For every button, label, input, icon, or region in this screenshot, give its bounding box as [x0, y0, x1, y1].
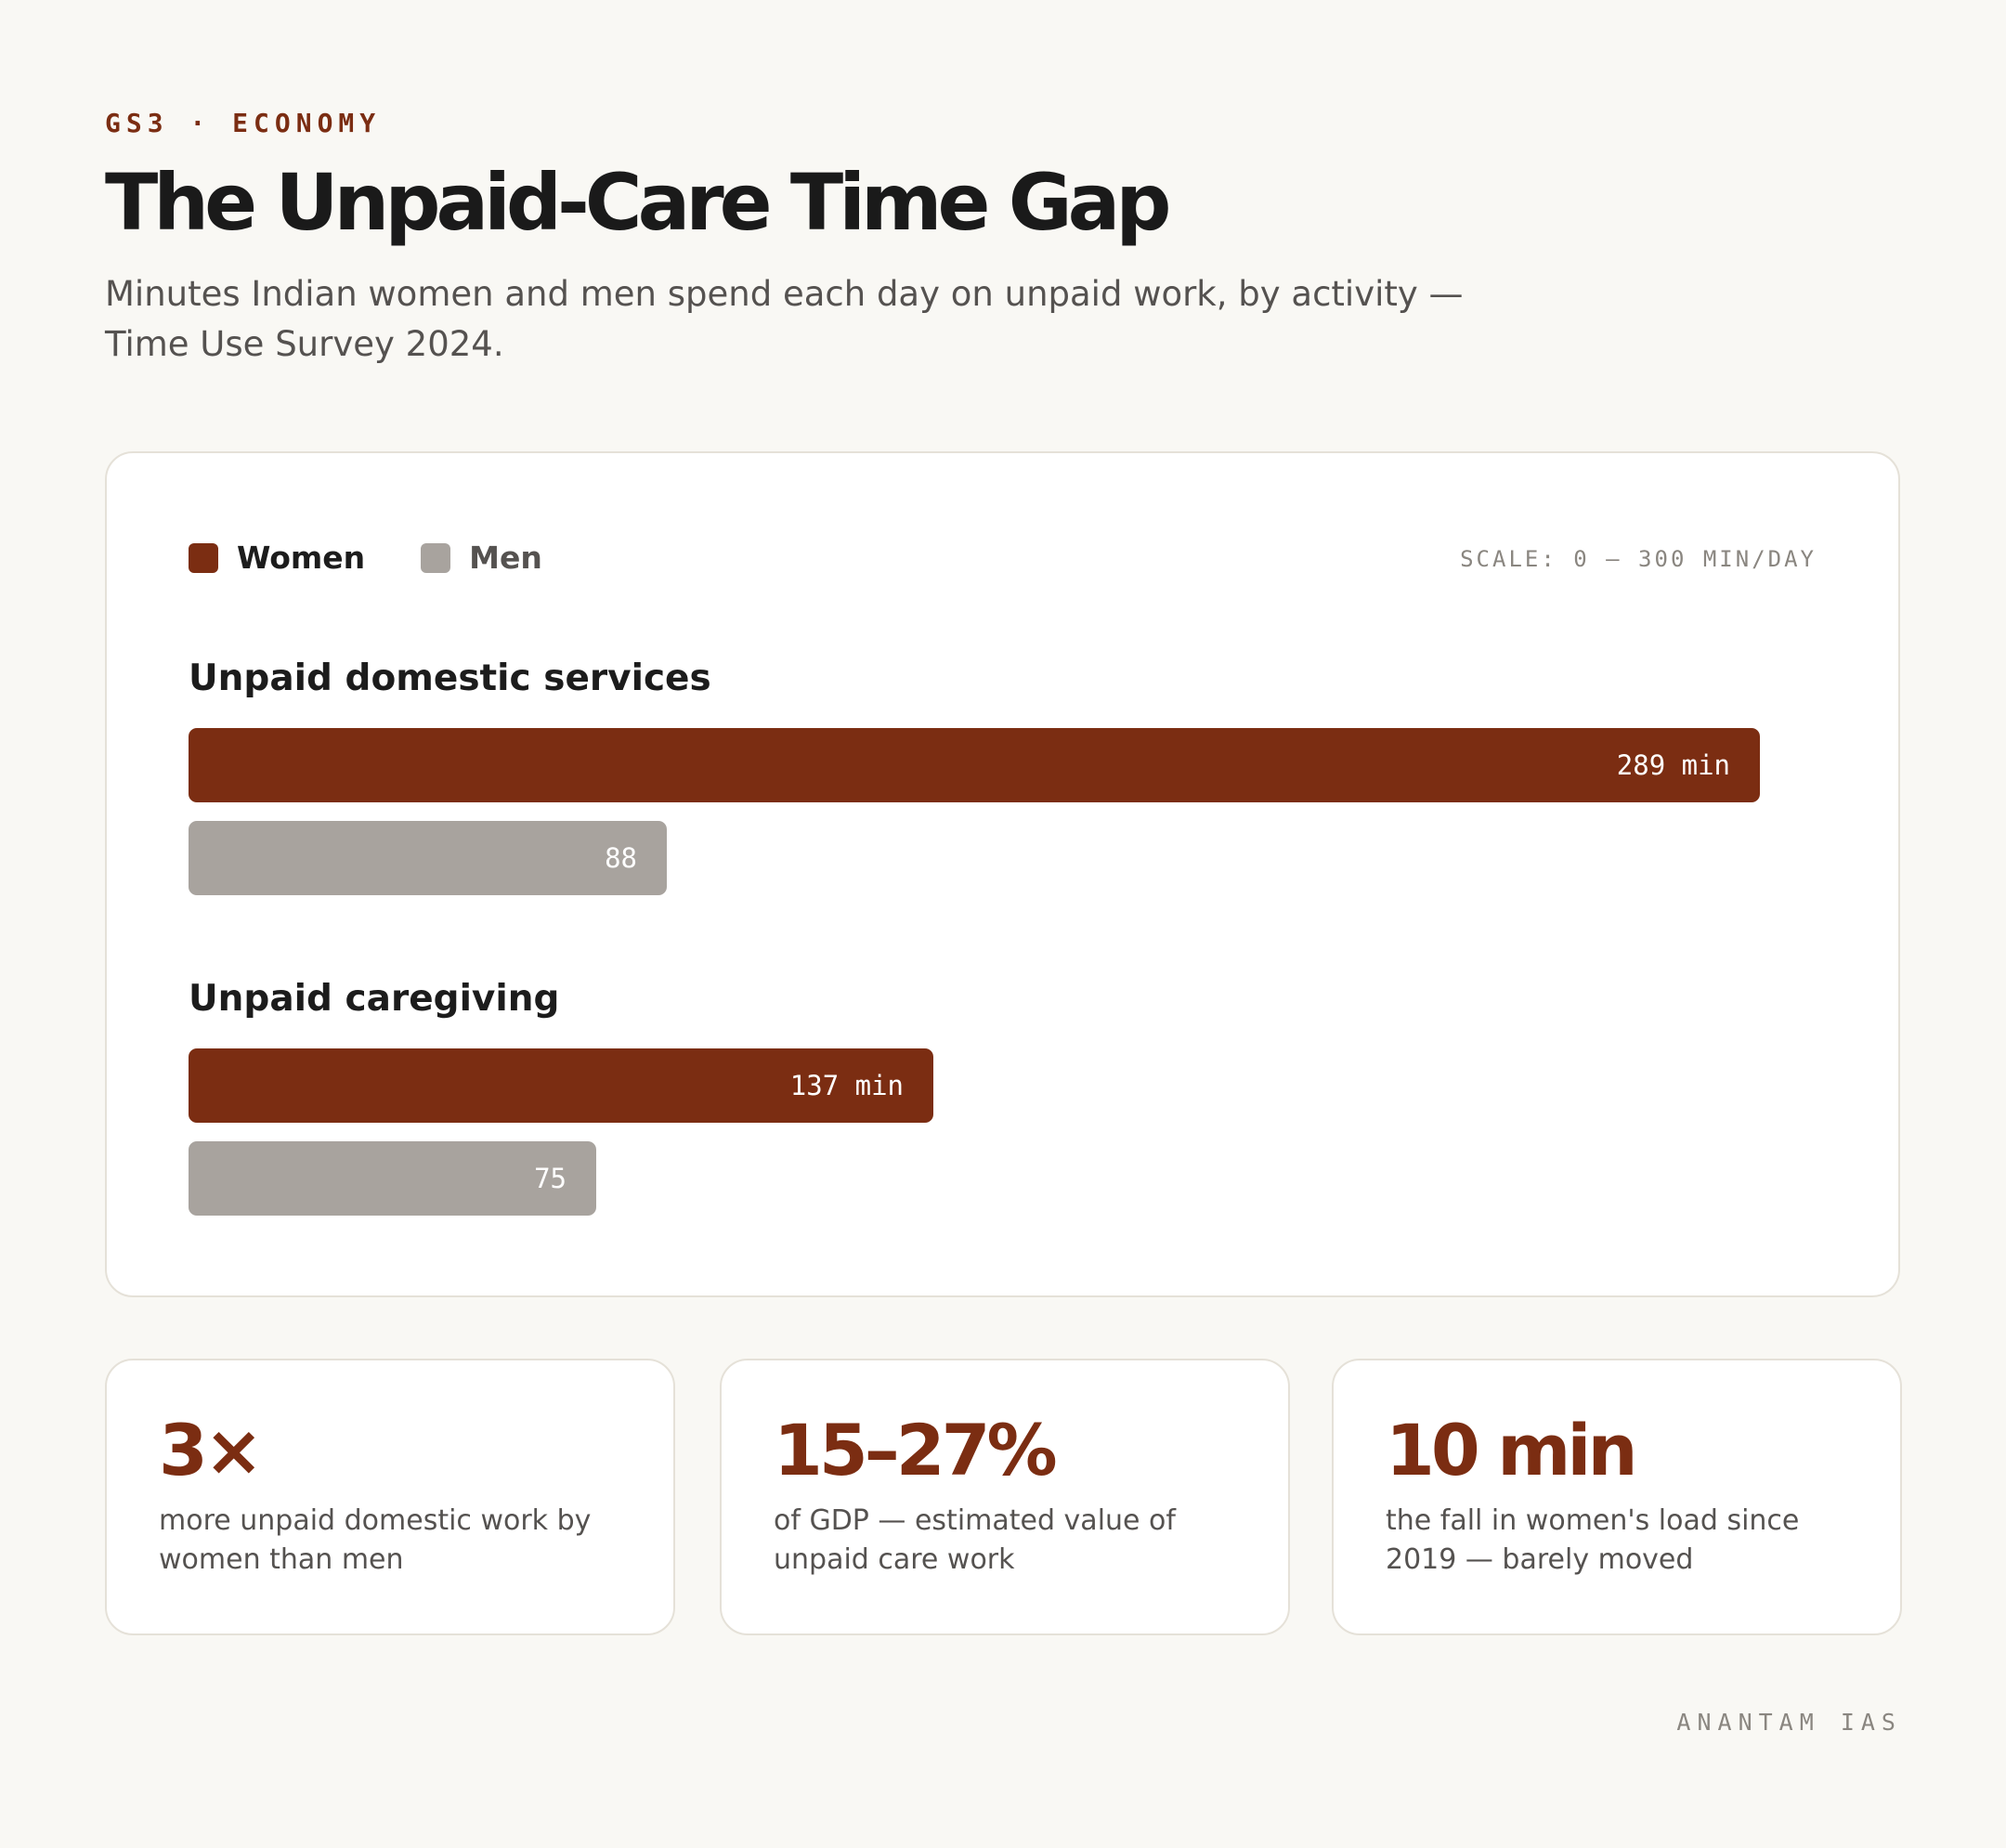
- bar-men: 75: [189, 1141, 596, 1216]
- bar-women: 137 min: [189, 1048, 933, 1123]
- chart-legend: Women Men: [189, 540, 598, 576]
- stat-description: the fall in women's load since 2019 — ba…: [1386, 1504, 1800, 1576]
- legend-item-men: Men: [421, 540, 542, 576]
- stat-value: 10 min: [1386, 1409, 1638, 1491]
- stat-card: 10 min the fall in women's load since 20…: [1332, 1359, 1902, 1635]
- stat-cards: 3× more unpaid domestic work by women th…: [105, 1359, 1902, 1635]
- legend-item-women: Women: [189, 540, 365, 576]
- brand-footer: ANANTAM IAS: [1676, 1709, 1902, 1736]
- chart-panel: Women Men SCALE: 0 — 300 MIN/DAY Unpaid …: [105, 451, 1900, 1297]
- bar-value-label: 75: [534, 1163, 567, 1194]
- page-subtitle: Minutes Indian women and men spend each …: [105, 274, 1464, 364]
- stat-value: 15–27%: [774, 1409, 1058, 1491]
- category-label: Unpaid domestic services: [189, 657, 711, 699]
- page-title: The Unpaid-Care Time Gap: [105, 157, 1171, 248]
- legend-label-men: Men: [469, 540, 542, 576]
- stat-card: 15–27% of GDP — estimated value of unpai…: [720, 1359, 1290, 1635]
- bar-value-label: 88: [605, 842, 637, 874]
- bar-women: 289 min: [189, 728, 1760, 802]
- bar-value-label: 289 min: [1616, 749, 1730, 781]
- bar-value-label: 137 min: [789, 1070, 904, 1101]
- stat-value: 3×: [159, 1409, 264, 1491]
- scale-label: SCALE: 0 — 300 MIN/DAY: [1460, 546, 1817, 572]
- legend-swatch-women: [189, 542, 218, 573]
- bar-men: 88: [189, 821, 667, 895]
- stat-card: 3× more unpaid domestic work by women th…: [105, 1359, 675, 1635]
- legend-swatch-men: [421, 542, 451, 573]
- stat-description: of GDP — estimated value of unpaid care …: [774, 1504, 1176, 1576]
- category-label: Unpaid caregiving: [189, 978, 560, 1020]
- section-kicker: GS3 · ECONOMY: [105, 108, 382, 138]
- legend-label-women: Women: [237, 540, 366, 576]
- stat-description: more unpaid domestic work by women than …: [159, 1504, 592, 1576]
